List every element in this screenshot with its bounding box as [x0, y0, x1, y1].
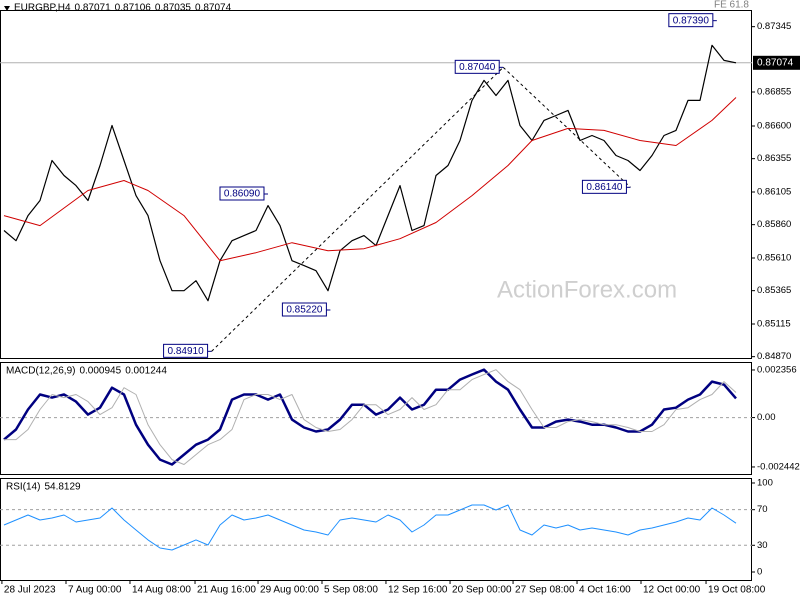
current-price-label: 0.87074	[757, 57, 794, 68]
x-tick-label: 7 Aug 00:00	[68, 585, 122, 596]
y-tick-label: 0.85365	[757, 285, 791, 296]
header-value: 0.87074	[195, 3, 232, 14]
header-value: 0.87106	[115, 3, 152, 14]
current-price-box	[753, 55, 800, 70]
x-tick-label: 27 Sep 08:00	[515, 585, 575, 596]
header-value: 54.8129	[44, 482, 81, 493]
annotation-label: 0.87390	[673, 15, 710, 26]
x-tick-label: 29 Aug 00:00	[260, 585, 319, 596]
y-tick-label: 70	[757, 504, 768, 515]
header-value: 0.87035	[155, 3, 192, 14]
y-tick-label: 0.84870	[757, 351, 791, 362]
series-line	[3, 368, 737, 466]
annotation-box	[668, 13, 714, 28]
watermark: ActionForex.com	[497, 276, 677, 303]
annotation-label: 0.86090	[224, 189, 261, 200]
fib-label: FE 61.8	[714, 0, 749, 11]
annotation-box	[163, 343, 209, 358]
x-tick-label: 28 Jul 2023	[4, 585, 56, 596]
panel-title: RSI(14)	[6, 482, 40, 493]
header-value: 0.001244	[125, 366, 167, 377]
series-line	[4, 369, 737, 465]
annotation-label: 0.84910	[168, 346, 205, 357]
panel-title: MACD(12,26,9)	[6, 366, 75, 377]
macd-panel-frame	[0, 362, 752, 475]
series-line	[3, 44, 737, 302]
annotation-box	[454, 59, 500, 74]
x-tick-label: 19 Oct 08:00	[708, 585, 766, 596]
y-tick-label: 0	[757, 567, 762, 578]
y-tick-label: 0.002356	[757, 364, 797, 375]
x-tick-label: 14 Aug 08:00	[132, 585, 191, 596]
y-tick-label: 100	[757, 477, 773, 488]
annotation-box	[219, 186, 265, 201]
y-tick-label: -0.002442	[757, 461, 800, 472]
x-tick-label: 20 Sep 00:00	[452, 585, 512, 596]
y-tick-label: 30	[757, 540, 768, 551]
series-line	[3, 504, 737, 551]
x-tick-label: 12 Oct 00:00	[643, 585, 701, 596]
y-tick-label: 0.85115	[757, 319, 791, 330]
y-tick-label: 0.86355	[757, 153, 791, 164]
annotation-label: 0.86140	[586, 182, 623, 193]
fib-dashed-line	[211, 66, 504, 352]
x-tick-label: 12 Sep 16:00	[388, 585, 448, 596]
header-value: 0.87071	[75, 3, 112, 14]
x-tick-label: 5 Sep 08:00	[324, 585, 378, 596]
y-tick-label: 0.87345	[757, 21, 791, 32]
panel-title: EURGBP,H4	[14, 3, 71, 14]
series-line	[3, 97, 737, 262]
rsi-panel-frame	[0, 478, 752, 581]
y-tick-label: 0.86600	[757, 121, 791, 132]
header-value: 0.000945	[79, 366, 121, 377]
y-tick-label: 0.85610	[757, 253, 791, 264]
y-tick-label: 0.86105	[757, 187, 791, 198]
annotation-box	[281, 302, 327, 317]
y-tick-label: 0.86855	[757, 87, 791, 98]
x-tick-label: 4 Oct 16:00	[579, 585, 631, 596]
annotation-label: 0.85220	[286, 305, 323, 316]
y-tick-label: 0.85860	[757, 219, 791, 230]
price-panel-frame	[0, 10, 752, 359]
x-tick-label: 21 Aug 16:00	[197, 585, 256, 596]
menu-icon	[4, 6, 10, 11]
fib-dashed-line	[502, 66, 631, 188]
annotation-label: 0.87040	[459, 62, 496, 73]
annotation-box	[581, 179, 627, 194]
y-tick-label: 0.00	[757, 412, 776, 423]
